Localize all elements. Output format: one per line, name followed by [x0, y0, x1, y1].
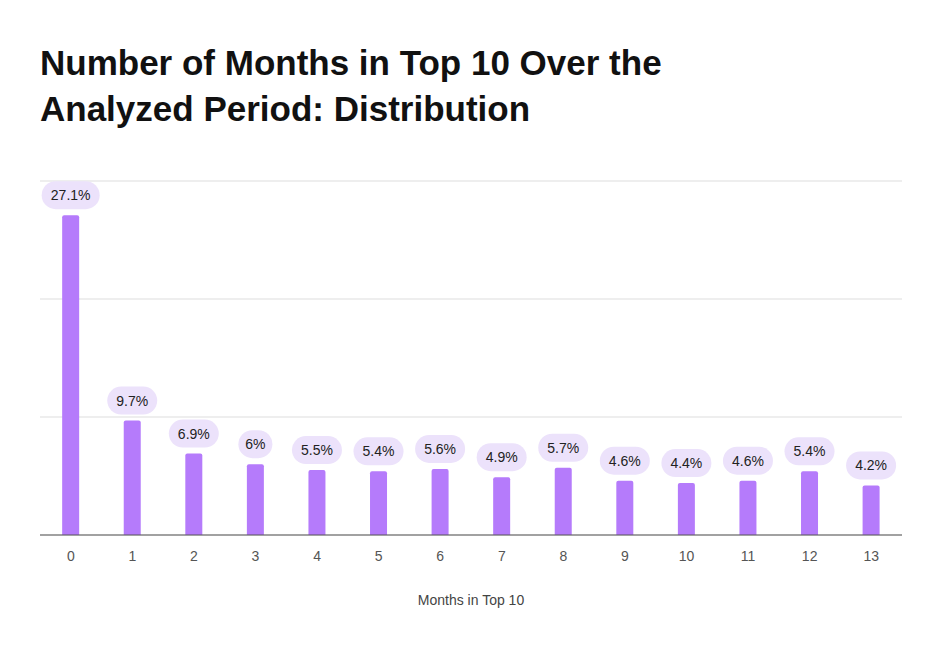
svg-text:5.5%: 5.5% — [301, 442, 333, 458]
svg-text:5.7%: 5.7% — [547, 440, 579, 456]
svg-text:5.6%: 5.6% — [424, 441, 456, 457]
svg-text:10: 10 — [679, 548, 695, 564]
svg-text:9.7%: 9.7% — [116, 393, 148, 409]
svg-text:0: 0 — [67, 548, 75, 564]
svg-text:9: 9 — [621, 548, 629, 564]
svg-text:12: 12 — [802, 548, 818, 564]
svg-text:1: 1 — [128, 548, 136, 564]
svg-text:6%: 6% — [245, 436, 265, 452]
svg-text:6: 6 — [436, 548, 444, 564]
svg-text:5: 5 — [375, 548, 383, 564]
svg-text:3: 3 — [252, 548, 260, 564]
svg-text:27.1%: 27.1% — [51, 187, 91, 203]
svg-text:4: 4 — [313, 548, 321, 564]
svg-text:4.9%: 4.9% — [486, 449, 518, 465]
svg-text:5.4%: 5.4% — [794, 443, 826, 459]
svg-text:Months in Top 10: Months in Top 10 — [418, 592, 525, 608]
svg-text:2: 2 — [190, 548, 198, 564]
svg-text:8: 8 — [559, 548, 567, 564]
svg-text:4.6%: 4.6% — [732, 453, 764, 469]
svg-text:4.6%: 4.6% — [609, 453, 641, 469]
svg-text:6.9%: 6.9% — [178, 426, 210, 442]
svg-text:4.4%: 4.4% — [670, 455, 702, 471]
svg-text:4.2%: 4.2% — [855, 457, 887, 473]
svg-text:11: 11 — [741, 548, 756, 564]
svg-text:13: 13 — [863, 548, 879, 564]
svg-text:5.4%: 5.4% — [363, 443, 395, 459]
html-text:Number of Months in Top 10 Ove: Number of Months in Top 10 Over the Anal… — [40, 43, 662, 128]
svg-text:7: 7 — [498, 548, 506, 564]
